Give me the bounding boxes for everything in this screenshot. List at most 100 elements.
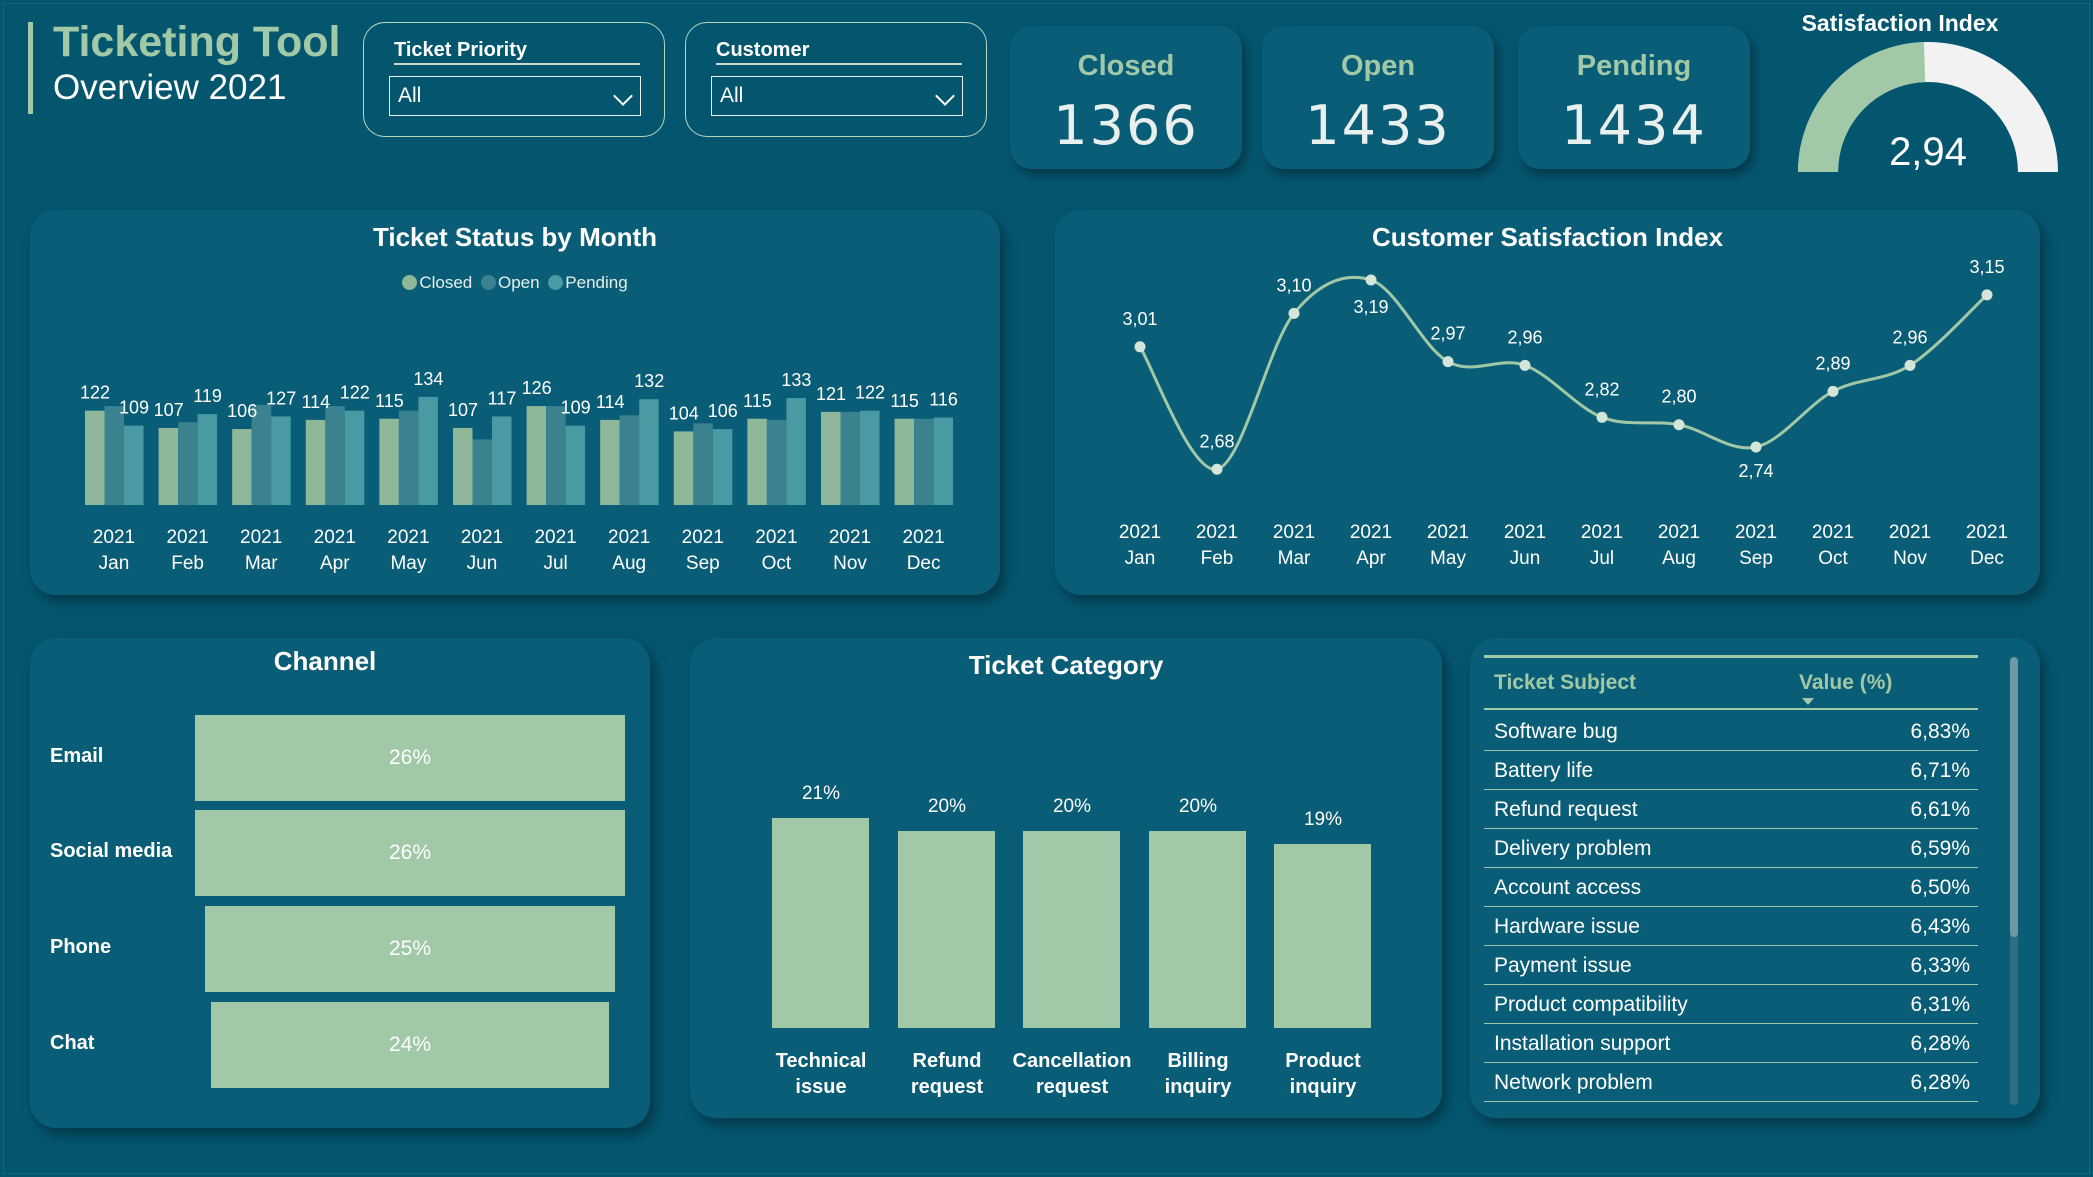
legend-dot-pending	[548, 275, 564, 290]
x-tick-label: 2021	[829, 527, 871, 548]
subject-cell: Product compatibility	[1494, 993, 1688, 1016]
data-point[interactable]	[1596, 411, 1608, 423]
data-point[interactable]	[1211, 463, 1223, 475]
satisfaction-line	[1138, 275, 1989, 471]
table-row[interactable]: Refund request 6,61%	[1484, 790, 1978, 829]
bar-closed[interactable]	[305, 419, 326, 505]
table-row[interactable]: Product compatibility 6,31%	[1484, 985, 1978, 1024]
satisfaction-title: Customer Satisfaction Index	[1371, 222, 1724, 252]
bar-closed[interactable]	[747, 418, 767, 505]
ticket-status-panel: Ticket Status by Month	[30, 210, 1000, 595]
bar-open[interactable]	[104, 406, 125, 505]
bar-data-label: 104	[669, 403, 699, 423]
bar-open[interactable]	[398, 410, 419, 505]
bar-pending[interactable]	[418, 396, 438, 505]
bar-pending[interactable]	[344, 410, 365, 505]
bar-open[interactable]	[619, 415, 640, 505]
bar-closed[interactable]	[600, 419, 620, 505]
bar-pending[interactable]	[197, 414, 218, 505]
column-header-value[interactable]: Value (%)	[1799, 671, 1893, 694]
table-row[interactable]: Battery life 6,71%	[1484, 751, 1978, 790]
bar-pending[interactable]	[565, 425, 586, 505]
value-cell: 6,43%	[1910, 915, 1970, 938]
x-tick-label: Apr	[1356, 548, 1386, 569]
legend-open[interactable]: Open	[480, 273, 540, 292]
category-bar[interactable]	[772, 817, 869, 1028]
table-row[interactable]: Hardware issue 6,43%	[1484, 907, 1978, 946]
bar-closed[interactable]	[379, 418, 399, 505]
bar-closed[interactable]	[821, 411, 841, 505]
value-cell: 6,33%	[1910, 954, 1970, 977]
bar-pending[interactable]	[271, 416, 291, 505]
table-row[interactable]: Delivery problem 6,59%	[1484, 829, 1978, 868]
legend-pending[interactable]: Pending	[548, 273, 628, 292]
bar-open[interactable]	[472, 439, 493, 505]
legend-closed-label: Closed	[419, 273, 473, 292]
bar-pending[interactable]	[492, 416, 512, 505]
bar-closed[interactable]	[526, 406, 547, 505]
category-bar[interactable]	[898, 831, 995, 1028]
kpi-closed-label: Closed	[1077, 50, 1175, 82]
table-row[interactable]: Installation support 6,28%	[1484, 1024, 1978, 1063]
x-tick-label: Feb	[1201, 548, 1234, 569]
column-header-subject[interactable]: Ticket Subject	[1494, 671, 1636, 694]
bar-closed[interactable]	[85, 410, 105, 505]
sort-descending-icon[interactable]	[1802, 698, 1814, 705]
slicer-divider	[394, 63, 640, 65]
bar-pending[interactable]	[933, 417, 954, 505]
data-point[interactable]	[1442, 356, 1454, 368]
bar-closed[interactable]	[232, 429, 252, 505]
value-cell: 6,28%	[1910, 1032, 1970, 1055]
table-scrollbar-thumb[interactable]	[2010, 657, 2018, 937]
bar-pending[interactable]	[786, 398, 806, 505]
x-tick-label: Dec	[1970, 548, 2004, 569]
data-point[interactable]	[1904, 359, 1916, 371]
data-point[interactable]	[1134, 341, 1146, 353]
channel-bar[interactable]: 24%	[211, 1002, 609, 1088]
bar-open[interactable]	[766, 419, 787, 505]
category-bar[interactable]	[1023, 831, 1120, 1028]
x-tick-label: 2021	[1350, 522, 1392, 543]
point-data-label: 3,15	[1969, 260, 2004, 277]
bar-open[interactable]	[178, 422, 198, 505]
table-row[interactable]: Software bug 6,83%	[1484, 712, 1978, 751]
data-point[interactable]	[1365, 274, 1377, 286]
subject-cell: Software bug	[1494, 720, 1618, 743]
bar-open[interactable]	[693, 423, 713, 505]
data-point[interactable]	[1827, 385, 1839, 397]
table-row[interactable]: Payment issue 6,33%	[1484, 946, 1978, 985]
category-bar[interactable]	[1149, 831, 1246, 1028]
bar-open[interactable]	[546, 406, 566, 505]
kpi-pending-label: Pending	[1576, 50, 1692, 82]
data-point[interactable]	[1981, 289, 1993, 301]
bar-data-label: 107	[154, 400, 184, 420]
data-point[interactable]	[1288, 307, 1300, 319]
bar-open[interactable]	[251, 404, 272, 505]
category-bar[interactable]	[1274, 844, 1371, 1028]
dashboard-frame	[3, 3, 2090, 1174]
bar-open[interactable]	[914, 418, 934, 505]
bar-pending[interactable]	[124, 425, 144, 505]
gauge-value: 2,94	[1889, 130, 1967, 174]
bar-open[interactable]	[840, 411, 861, 505]
ticket-priority-dropdown[interactable]: All	[389, 76, 641, 116]
channel-bar[interactable]: 26%	[195, 810, 625, 896]
table-row[interactable]: Network problem 6,28%	[1484, 1063, 1978, 1102]
bar-closed[interactable]	[453, 427, 473, 505]
bar-open[interactable]	[325, 406, 345, 505]
bar-pending[interactable]	[860, 410, 880, 505]
bar-pending[interactable]	[712, 429, 733, 505]
channel-bar[interactable]: 26%	[195, 715, 625, 801]
data-point[interactable]	[1519, 359, 1531, 371]
customer-dropdown[interactable]: All	[711, 76, 963, 116]
bar-closed[interactable]	[894, 418, 915, 505]
x-tick-label: Mar	[1278, 548, 1311, 569]
legend-closed[interactable]: Closed	[402, 273, 472, 292]
data-point[interactable]	[1673, 419, 1685, 431]
data-point[interactable]	[1750, 441, 1762, 453]
bar-closed[interactable]	[673, 431, 694, 505]
table-row[interactable]: Account access 6,50%	[1484, 868, 1978, 907]
bar-closed[interactable]	[158, 427, 179, 505]
channel-bar[interactable]: 25%	[205, 906, 615, 992]
bar-pending[interactable]	[639, 399, 659, 505]
